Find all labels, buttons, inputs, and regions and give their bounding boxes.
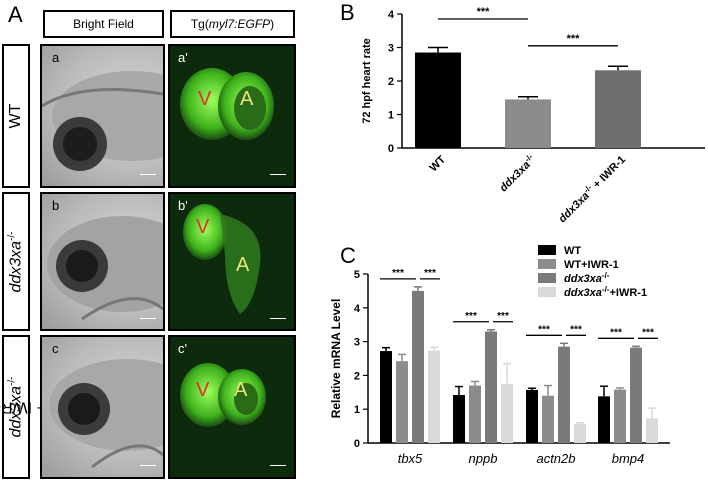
x-tick-label: tbx5 <box>398 451 423 466</box>
significance-label: *** <box>424 268 436 279</box>
panel-letter-a: A <box>8 2 23 27</box>
significance-label: *** <box>570 324 582 335</box>
bar <box>558 346 570 443</box>
y-tick-label: 0 <box>388 143 394 155</box>
y-tick-label: 4 <box>388 9 395 21</box>
bar <box>614 389 626 443</box>
mrna-level-chart: 0 1 2 3 4 5 Relative mRNA Level *** *** tbx5 *** **… <box>329 245 670 466</box>
legend-swatch <box>538 245 556 255</box>
y-tick-label: 0 <box>354 438 360 450</box>
sublabel-b-prime: b' <box>178 198 188 213</box>
bar <box>428 350 440 443</box>
sublabel-b: b <box>52 198 60 213</box>
y-tick-label: 3 <box>388 43 394 55</box>
bar <box>501 383 513 443</box>
legend-label: ddx3xa-/-+IWR-1 <box>564 285 647 299</box>
bar <box>646 418 658 443</box>
bar <box>412 290 424 443</box>
atrium-label: A <box>240 88 254 110</box>
scale-bar <box>270 465 286 466</box>
scale-bar <box>270 174 286 175</box>
legend-label: WT <box>564 245 581 257</box>
row-label-wt: WT <box>2 44 30 188</box>
heart-drawing <box>183 204 261 314</box>
row-label-mutant: ddx3xa-/- <box>2 192 30 331</box>
atrium-label: A <box>234 379 248 401</box>
bar <box>505 99 551 148</box>
ventricle-label: V <box>196 379 210 401</box>
sublabel-c: c <box>52 341 59 356</box>
significance-label: *** <box>465 311 477 322</box>
bar <box>542 395 554 443</box>
fluorescence-image-mutant-iwr: c' V A <box>168 335 296 479</box>
bar <box>380 351 392 443</box>
header-bright-field: Bright Field <box>43 10 164 38</box>
bar <box>630 347 642 443</box>
y-tick-label: 1 <box>388 110 394 122</box>
significance-label: *** <box>538 324 550 335</box>
panel-letter-c: C <box>340 243 356 268</box>
heart-drawing <box>180 68 274 140</box>
legend-label: WT+IWR-1 <box>564 259 619 271</box>
bar <box>469 385 481 443</box>
x-tick-label: WT <box>428 153 449 174</box>
sublabel-a-prime: a' <box>178 50 188 65</box>
significance-label: *** <box>642 327 654 338</box>
bar <box>453 395 465 443</box>
panel-letter-b: B <box>340 0 355 25</box>
bar <box>415 52 461 148</box>
legend-swatch <box>538 273 556 283</box>
header-transgenic: Tg(myl7:EGFP) <box>170 10 295 38</box>
significance-label: *** <box>392 268 404 279</box>
atrium-label: A <box>236 254 250 276</box>
bar <box>598 396 610 443</box>
bar <box>574 423 586 443</box>
scale-bar <box>140 174 156 175</box>
y-tick-label: 4 <box>354 303 361 315</box>
embryo-drawing <box>42 71 163 171</box>
legend-label: ddx3xa-/- <box>564 271 610 285</box>
scale-bar <box>140 318 156 319</box>
scale-bar <box>270 318 286 319</box>
y-tick-label: 3 <box>354 337 360 349</box>
row-label-mutant-iwr: ddx3xa-/- + IWR-1 <box>0 335 46 479</box>
scale-bar <box>140 465 156 466</box>
x-tick-label: ddx3xa-/- <box>496 152 538 194</box>
bar <box>595 70 641 148</box>
heart-drawing <box>180 363 266 427</box>
y-tick-label: 1 <box>354 404 360 416</box>
brightfield-image-mutant-iwr: c <box>40 335 165 479</box>
significance-label: *** <box>567 33 581 45</box>
significance-label: *** <box>610 327 622 338</box>
heart-rate-chart: 0 1 2 3 4 72 hpf heart rate WT ddx3xa-/- ddx3xa-… <box>361 6 705 225</box>
bar <box>396 361 408 443</box>
fluorescence-image-mutant: b' V A <box>168 192 296 331</box>
y-tick-label: 2 <box>388 76 394 88</box>
sublabel-a: a <box>52 50 60 65</box>
y-tick-label: 2 <box>354 370 360 382</box>
embryo-drawing <box>47 216 163 321</box>
significance-label: *** <box>477 6 491 18</box>
brightfield-image-mutant: b <box>40 192 165 331</box>
ventricle-label: V <box>198 88 212 110</box>
legend-swatch <box>538 259 556 269</box>
bar <box>485 331 497 443</box>
brightfield-image-wt: a <box>40 44 165 188</box>
x-tick-label: ddx3xa-/- + IWR-1 <box>555 152 628 225</box>
x-tick-label: nppb <box>469 451 498 466</box>
y-axis-label: Relative mRNA Level <box>329 299 343 419</box>
x-tick-label: actn2b <box>536 451 575 466</box>
embryo-drawing <box>49 359 163 469</box>
significance-label: *** <box>497 311 509 322</box>
legend-swatch <box>538 287 556 297</box>
y-tick-label: 5 <box>354 269 360 281</box>
fluorescence-image-wt: a' V A <box>168 44 296 188</box>
bar <box>526 389 538 443</box>
y-axis-label: 72 hpf heart rate <box>361 38 373 124</box>
sublabel-c-prime: c' <box>178 341 187 356</box>
ventricle-label: V <box>196 216 210 238</box>
x-tick-label: bmp4 <box>612 451 645 466</box>
